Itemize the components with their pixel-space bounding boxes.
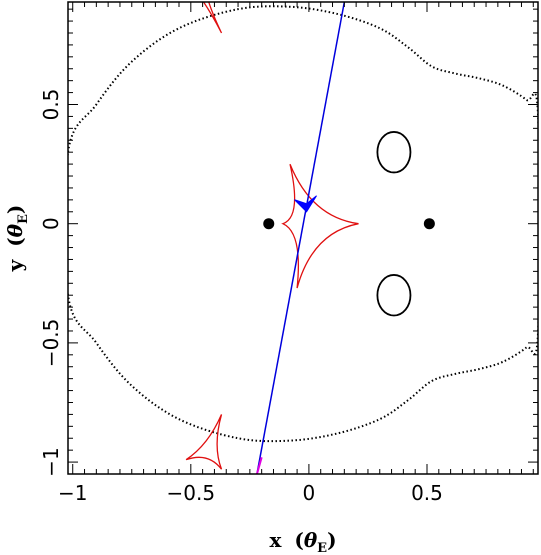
y-axis-label-sub: E — [16, 214, 31, 224]
y-axis-label-main: y — [3, 258, 27, 272]
y-tick-label: −1 — [39, 447, 63, 476]
plot-area — [68, 2, 538, 474]
x-tick-label: 0 — [303, 481, 316, 505]
x-axis-label: x (θE) — [269, 528, 336, 555]
critical-curve-outer — [68, 5, 538, 443]
plot-frame — [67, 1, 539, 475]
x-axis: −1 −0.5 0 0.5 — [58, 2, 534, 505]
x-tick-label: 0.5 — [411, 481, 443, 505]
x-axis-label-sub: E — [317, 541, 327, 555]
y-axis-label-greek: θ — [3, 223, 27, 237]
critical-oval-2 — [376, 274, 412, 317]
x-axis-label-greek: θ — [304, 528, 318, 552]
lens-1 — [263, 218, 275, 230]
source-position-marker — [294, 195, 317, 213]
y-tick-label: −0.5 — [39, 319, 63, 368]
x-tick-label: −1 — [58, 481, 87, 505]
trajectory-start-segment — [255, 457, 263, 474]
source-trajectory — [256, 2, 346, 474]
lens-2 — [423, 218, 435, 230]
central-caustic — [281, 163, 359, 289]
x-tick-label: −0.5 — [167, 481, 216, 505]
y-axis: −1 −0.5 0 0.5 — [39, 8, 538, 477]
bottom-caustic — [185, 414, 223, 470]
y-tick-label: 0 — [39, 217, 63, 230]
critical-oval-1 — [376, 131, 412, 174]
top-caustic — [202, 2, 223, 34]
y-tick-label: 0.5 — [39, 89, 63, 121]
y-axis-label: y (θE) — [3, 205, 31, 273]
x-axis-label-main: x — [269, 528, 282, 552]
